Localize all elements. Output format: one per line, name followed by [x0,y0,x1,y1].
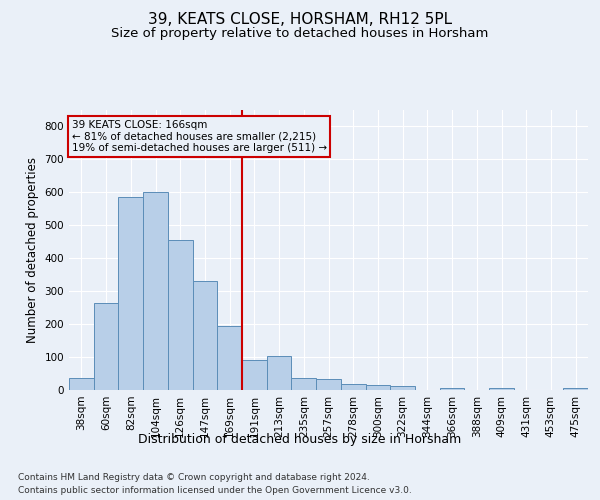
Bar [242,360,267,390]
Bar [94,302,118,390]
Text: Distribution of detached houses by size in Horsham: Distribution of detached houses by size … [139,432,461,446]
Text: 39, KEATS CLOSE, HORSHAM, RH12 5PL: 39, KEATS CLOSE, HORSHAM, RH12 5PL [148,12,452,28]
Text: Contains HM Land Registry data © Crown copyright and database right 2024.: Contains HM Land Registry data © Crown c… [18,472,370,482]
Text: Contains public sector information licensed under the Open Government Licence v3: Contains public sector information licen… [18,486,412,495]
Bar [489,388,514,390]
Bar [193,282,217,390]
Bar [267,356,292,390]
Bar [563,388,588,390]
Bar [118,198,143,390]
Y-axis label: Number of detached properties: Number of detached properties [26,157,39,343]
Bar [217,326,242,390]
Bar [168,240,193,390]
Bar [440,388,464,390]
Bar [69,378,94,390]
Bar [143,192,168,390]
Bar [390,386,415,390]
Bar [341,384,365,390]
Text: 39 KEATS CLOSE: 166sqm
← 81% of detached houses are smaller (2,215)
19% of semi-: 39 KEATS CLOSE: 166sqm ← 81% of detached… [71,120,327,153]
Bar [316,380,341,390]
Bar [292,378,316,390]
Bar [365,384,390,390]
Text: Size of property relative to detached houses in Horsham: Size of property relative to detached ho… [112,28,488,40]
